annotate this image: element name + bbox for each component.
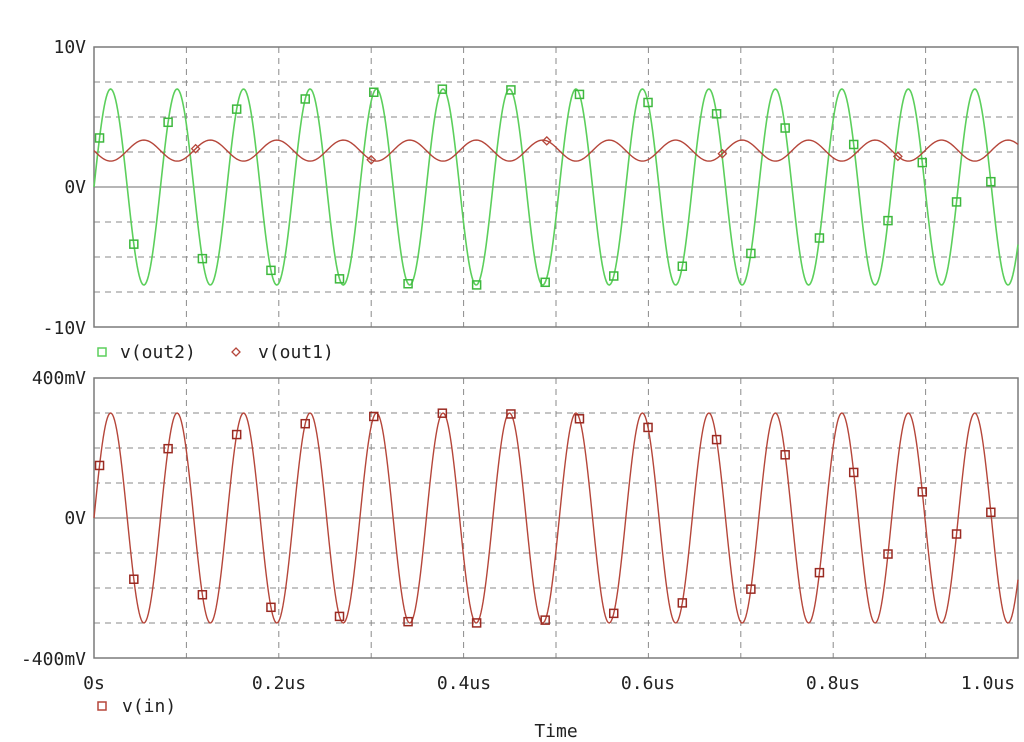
bottom-marker-v(in)-2	[163, 443, 173, 454]
top-marker-v(out2)-2	[163, 117, 173, 128]
top-grid	[94, 47, 1018, 327]
bottom-series-line-v(in)	[93, 412, 1019, 624]
bottom-marker-v(in)-12	[506, 409, 516, 419]
bottom-marker-v(in)-6	[300, 418, 310, 429]
bottom-marker-v(in)-19	[746, 584, 756, 594]
bottom-marker-v(in)-17	[677, 598, 688, 608]
bottom-marker-v(in)-24	[917, 487, 928, 497]
bottom-legend: v(in)	[97, 696, 176, 717]
top-y-tick-zero: 0V	[64, 177, 86, 198]
bottom-marker-v(in)-23	[883, 549, 893, 559]
bottom-y-tick-zero: 0V	[64, 508, 86, 529]
top-marker-v(out2)-9	[403, 279, 413, 289]
x-tick-1: 0.2us	[252, 673, 306, 694]
top-series-group	[93, 88, 1019, 286]
top-marker-v(out2)-12	[506, 85, 516, 95]
top-marker-v(out1)-0	[190, 143, 201, 154]
bottom-marker-v(in)-4	[231, 429, 242, 440]
x-tick-3: 0.6us	[621, 673, 675, 694]
top-marker-v(out2)-6	[300, 94, 310, 104]
top-marker-v(out2)-15	[609, 271, 619, 281]
top-marker-v(out2)-18	[711, 109, 722, 119]
bottom-marker-v(in)-21	[814, 567, 825, 578]
bottom-marker-v(in)-16	[643, 422, 653, 433]
bottom-marker-v(in)-8	[369, 411, 379, 422]
x-tick-5: 1.0us	[961, 673, 1015, 694]
top-marker-v(out2)-11	[471, 280, 482, 290]
top-y-tick-min: -10V	[43, 318, 87, 339]
bottom-marker-v(in)-9	[403, 616, 413, 627]
top-marker-v(out2)-25	[951, 197, 962, 207]
x-axis-title: Time	[534, 721, 577, 742]
top-marker-v(out2)-7	[334, 274, 345, 284]
top-plot: 10V 0V -10V	[43, 37, 1019, 339]
top-marker-v(out2)-16	[643, 97, 653, 108]
top-marker-v(out2)-5	[266, 265, 276, 276]
top-marker-v(out2)-13	[540, 277, 550, 288]
top-marker-v(out2)-20	[780, 123, 790, 133]
top-marker-v(out2)-17	[677, 261, 688, 271]
bottom-series-group	[93, 412, 1019, 624]
top-markers-group	[94, 84, 996, 290]
bottom-grid	[94, 378, 1018, 658]
top-marker-v(out2)-24	[917, 157, 928, 168]
bottom-y-tick-min: -400mV	[21, 649, 86, 670]
top-legend: v(out2) v(out1)	[97, 342, 334, 363]
top-marker-v(out2)-3	[197, 253, 208, 264]
bottom-marker-v(in)-13	[540, 615, 550, 625]
bottom-marker-v(in)-15	[609, 608, 619, 619]
top-marker-v(out2)-22	[848, 139, 859, 150]
bottom-marker-v(in)-0	[94, 460, 105, 471]
legend-out2-label: v(out2)	[120, 342, 196, 363]
bottom-marker-v(in)-20	[780, 450, 790, 460]
x-tick-4: 0.8us	[806, 673, 860, 694]
x-tick-2: 0.4us	[437, 673, 491, 694]
top-marker-v(out2)-1	[129, 239, 139, 249]
bottom-y-tick-max: 400mV	[32, 368, 86, 389]
bottom-marker-v(in)-14	[574, 414, 585, 424]
x-tick-0: 0s	[83, 673, 105, 694]
top-marker-v(out2)-4	[231, 104, 242, 114]
top-series-line-v(out2)	[93, 88, 1019, 286]
top-marker-v(out2)-19	[746, 248, 756, 259]
top-marker-v(out1)-4	[892, 151, 903, 162]
top-series-line-v(out1)	[93, 139, 1019, 162]
bottom-markers-group	[94, 408, 996, 628]
top-marker-v(out2)-0	[94, 133, 105, 143]
bottom-marker-v(in)-18	[711, 434, 722, 445]
legend-vin-marker-icon	[97, 701, 107, 711]
top-marker-v(out1)-3	[717, 148, 728, 159]
legend-out1-label: v(out1)	[258, 342, 334, 363]
bottom-plot: 400mV 0V -400mV	[21, 368, 1019, 670]
x-axis-ticks: 0s 0.2us 0.4us 0.6us 0.8us 1.0us	[83, 673, 1015, 694]
legend-out1-marker-icon	[231, 347, 241, 357]
top-marker-v(out1)-1	[366, 154, 377, 165]
bottom-marker-v(in)-5	[266, 602, 276, 613]
top-y-tick-max: 10V	[53, 37, 86, 58]
bottom-marker-v(in)-25	[951, 529, 962, 539]
bottom-marker-v(in)-7	[334, 611, 345, 622]
top-marker-v(out1)-2	[541, 135, 552, 146]
top-marker-v(out2)-8	[369, 87, 379, 97]
top-marker-v(out2)-10	[437, 84, 448, 94]
bottom-marker-v(in)-22	[848, 467, 859, 478]
bottom-marker-v(in)-10	[437, 408, 448, 418]
legend-vin-label: v(in)	[122, 696, 176, 717]
bottom-marker-v(in)-3	[197, 590, 208, 600]
top-marker-v(out2)-23	[883, 215, 893, 226]
top-marker-v(out2)-14	[574, 89, 585, 100]
bottom-marker-v(in)-1	[129, 574, 139, 584]
bottom-marker-v(in)-11	[471, 618, 482, 628]
bottom-marker-v(in)-26	[986, 507, 996, 518]
top-marker-v(out2)-26	[986, 176, 996, 187]
legend-out2-marker-icon	[97, 347, 107, 357]
top-marker-v(out2)-21	[814, 233, 825, 243]
